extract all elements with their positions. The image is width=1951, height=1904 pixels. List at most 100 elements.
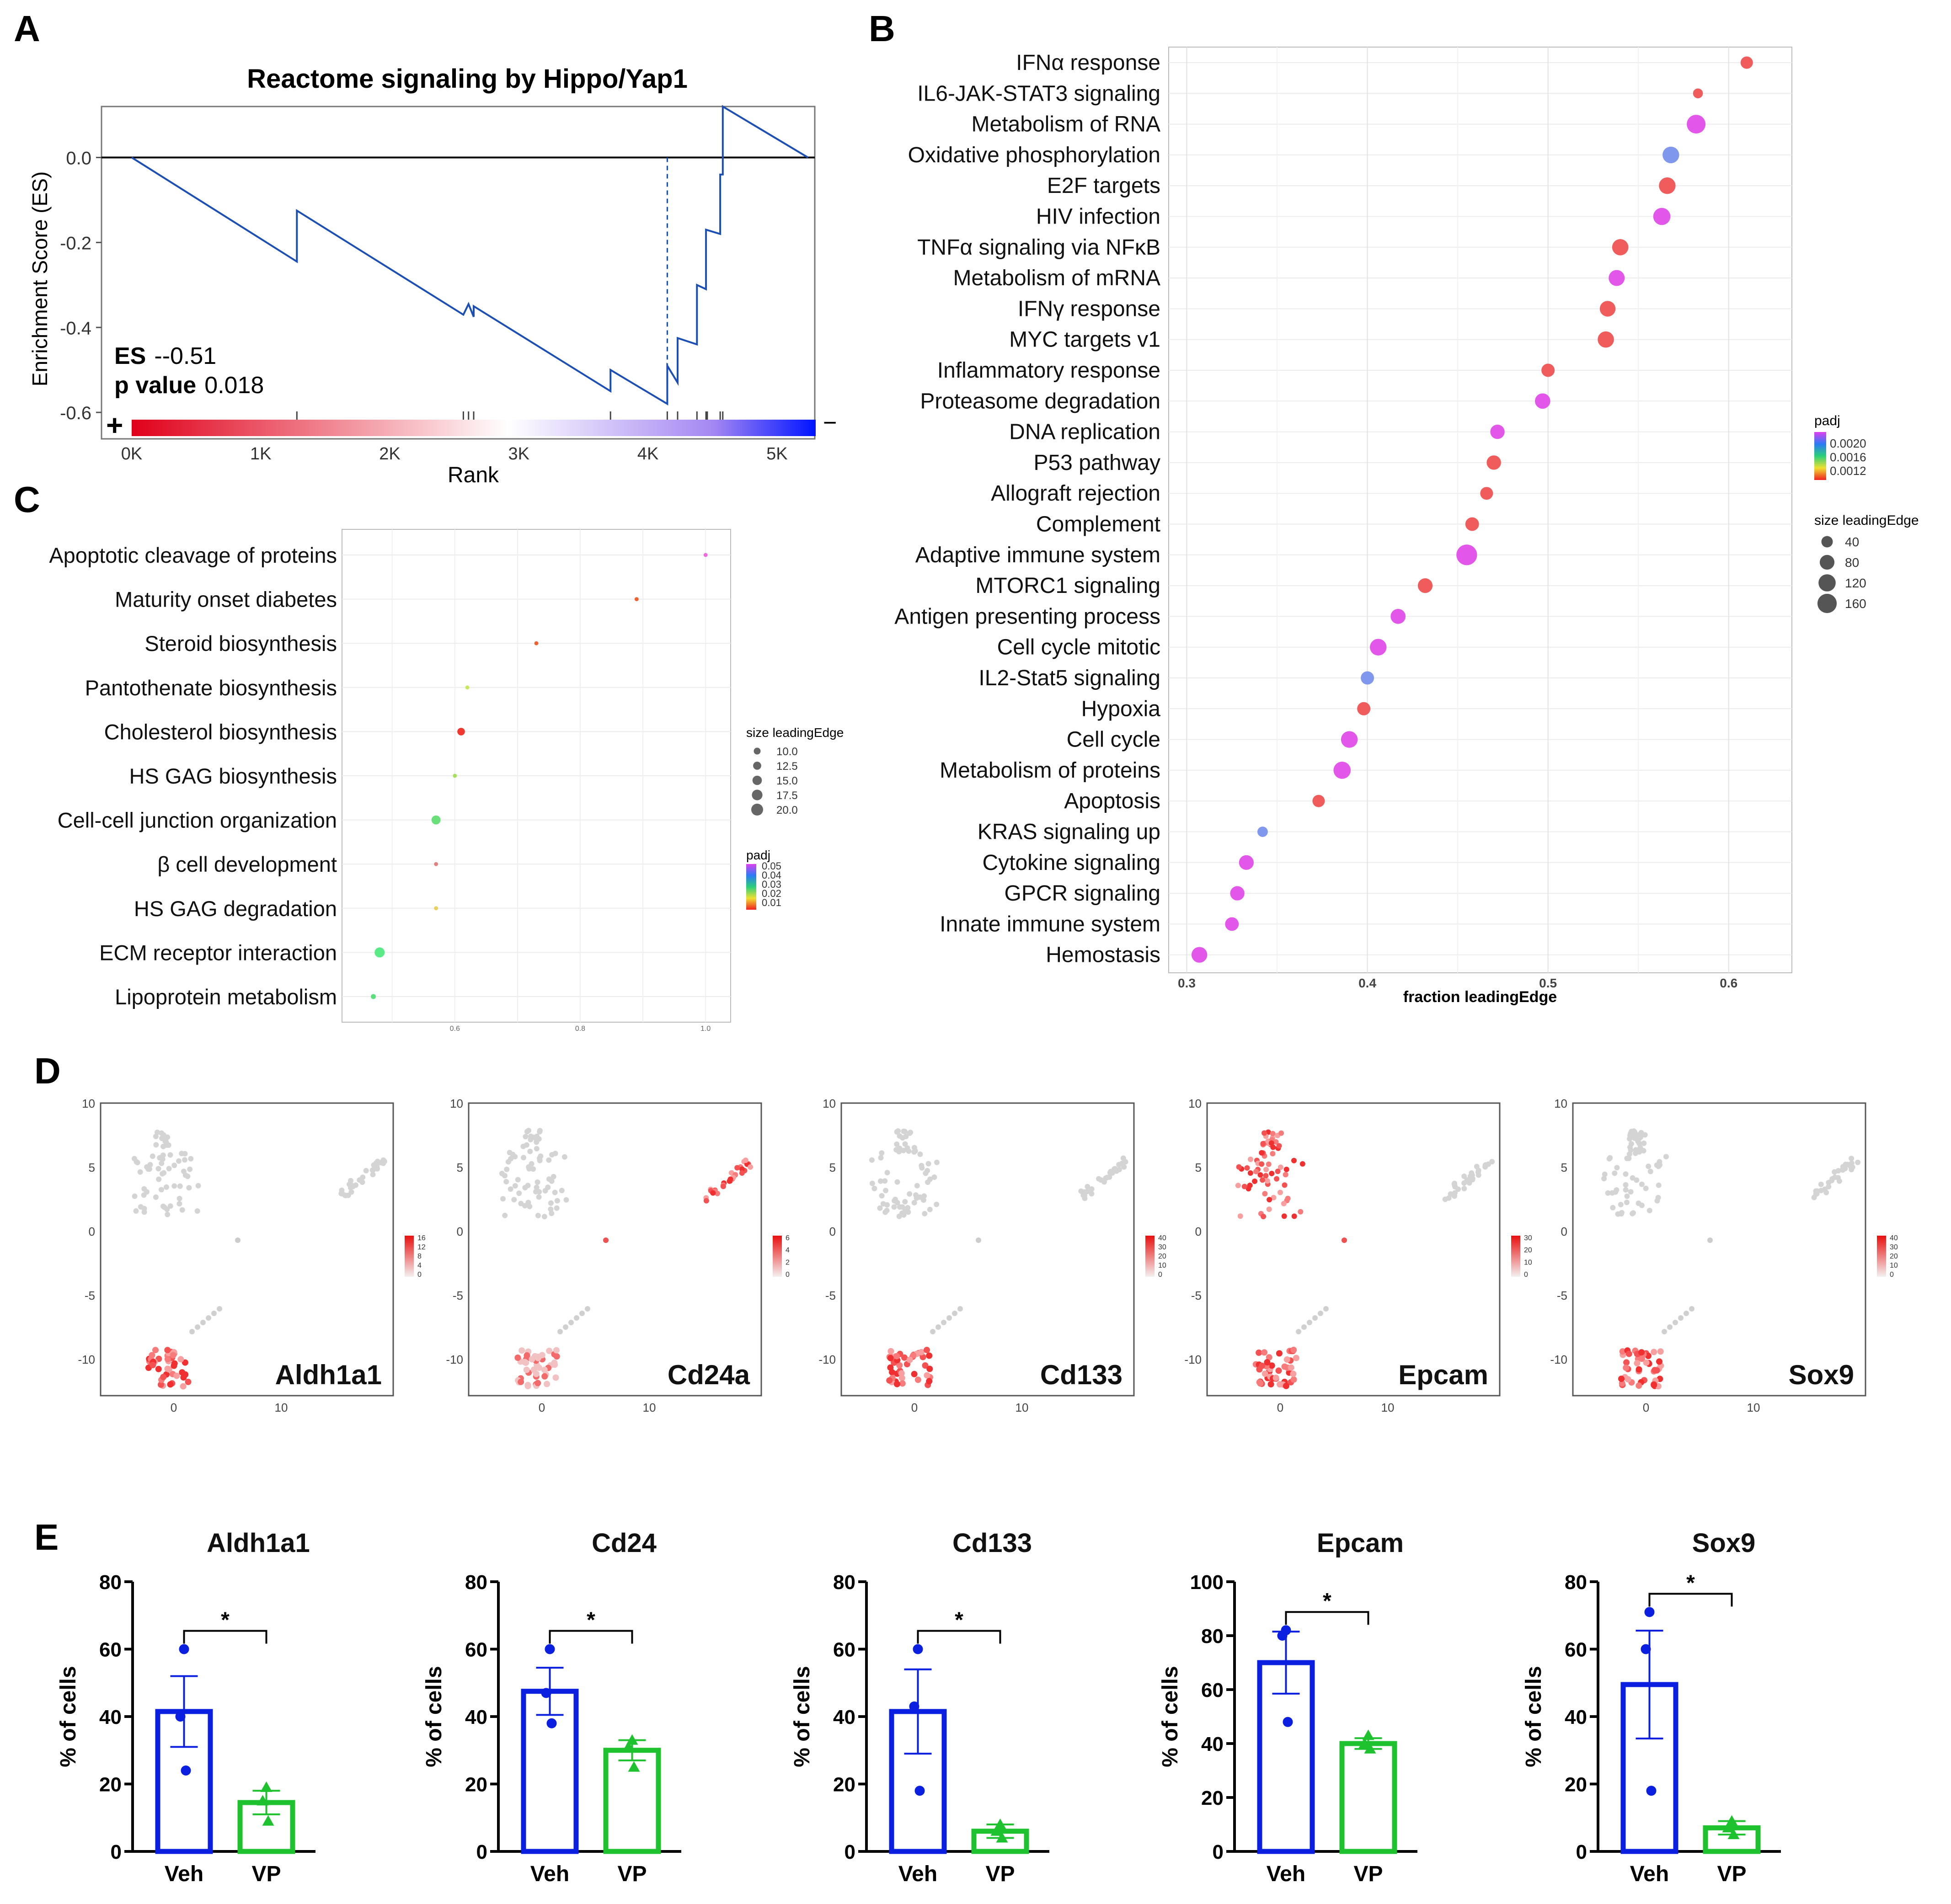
y-tick-label: 60 bbox=[99, 1639, 122, 1661]
umap-cell bbox=[1260, 1177, 1266, 1183]
bar-chart-aldh1a1: Aldh1a1 0 20 40 60 80 % of cells Veh VP * bbox=[56, 1528, 315, 1886]
umap-cell bbox=[1601, 1176, 1607, 1182]
umap-cell bbox=[524, 1383, 531, 1390]
umap-cell bbox=[934, 1201, 940, 1207]
umap-cell bbox=[894, 1200, 900, 1205]
umap-cell bbox=[523, 1134, 529, 1140]
y-tick-label: 80 bbox=[465, 1571, 487, 1594]
pathway-label: Metabolism of mRNA bbox=[953, 266, 1160, 290]
y-axis-label: % of cells bbox=[1522, 1666, 1546, 1767]
umap-cell bbox=[534, 1146, 540, 1152]
umap-cell bbox=[901, 1212, 907, 1218]
panel-label-c: C bbox=[14, 479, 40, 520]
umap-cell bbox=[535, 1213, 541, 1218]
padj-legend-label: 0.01 bbox=[762, 897, 781, 908]
umap-cell bbox=[157, 1381, 164, 1388]
umap-cell bbox=[1260, 1141, 1266, 1147]
umap-cell bbox=[1832, 1169, 1838, 1175]
umap-cell bbox=[877, 1205, 883, 1211]
y-tick-label: 60 bbox=[1201, 1679, 1224, 1701]
umap-cell bbox=[177, 1356, 184, 1363]
umap-cell bbox=[526, 1166, 532, 1172]
y-tick-label: 20 bbox=[1201, 1787, 1224, 1809]
umap-cell bbox=[877, 1178, 883, 1184]
expression-colorbar bbox=[405, 1236, 414, 1277]
x-category-label: Veh bbox=[530, 1862, 569, 1886]
umap-cell bbox=[896, 1362, 903, 1369]
gene-name-label: Cd24a bbox=[668, 1360, 750, 1390]
x-tick-label: 3K bbox=[508, 444, 529, 464]
pathway-label: Cytokine signaling bbox=[982, 851, 1160, 875]
significance-marker: * bbox=[221, 1608, 230, 1632]
umap-frame bbox=[1206, 1102, 1501, 1397]
umap-cell bbox=[1641, 1140, 1647, 1146]
umap-cell bbox=[1467, 1173, 1473, 1179]
umap-cell bbox=[522, 1185, 528, 1190]
umap-cell bbox=[1307, 1320, 1312, 1325]
x-tick-label: 1K bbox=[250, 444, 271, 464]
umap-cell bbox=[926, 1365, 933, 1372]
colorbar-label: 30 bbox=[1524, 1234, 1532, 1242]
umap-cell bbox=[1618, 1202, 1624, 1207]
umap-cell bbox=[541, 1373, 548, 1380]
pathway-label: Apoptosis bbox=[1064, 789, 1160, 813]
umap-cell bbox=[1618, 1376, 1625, 1382]
gradient-minus-sign: − bbox=[823, 410, 837, 436]
umap-cell bbox=[1096, 1176, 1102, 1182]
umap-cell bbox=[1271, 1195, 1277, 1200]
umap-cell bbox=[235, 1237, 241, 1243]
umap-x-tick-label: 10 bbox=[1381, 1401, 1395, 1414]
vp-data-point bbox=[1358, 1738, 1371, 1748]
umap-y-tick-label: -10 bbox=[446, 1353, 463, 1366]
umap-cell bbox=[156, 1176, 162, 1182]
umap-cell bbox=[1259, 1161, 1265, 1167]
umap-cell bbox=[546, 1176, 552, 1182]
pathway-dot bbox=[1486, 455, 1501, 470]
umap-cell bbox=[176, 1201, 182, 1207]
umap-cell bbox=[894, 1141, 900, 1147]
pathway-label: Pantothenate biosynthesis bbox=[85, 676, 337, 700]
umap-cell bbox=[523, 1366, 530, 1373]
vp-data-point bbox=[262, 1815, 274, 1826]
umap-cell bbox=[917, 1151, 923, 1157]
umap-cell bbox=[524, 1352, 530, 1359]
y-tick-label: 80 bbox=[1201, 1625, 1224, 1648]
y-tick-label: 20 bbox=[1565, 1774, 1587, 1796]
size-legend-label: 40 bbox=[1845, 535, 1859, 549]
umap-cell bbox=[132, 1193, 138, 1199]
y-axis-label: % of cells bbox=[790, 1666, 814, 1767]
umap-cell bbox=[186, 1185, 192, 1191]
umap-cell bbox=[541, 1214, 547, 1220]
umap-cell bbox=[363, 1168, 369, 1173]
pathway-dot bbox=[1480, 487, 1493, 500]
size-legend-label: 10.0 bbox=[776, 746, 798, 758]
umap-cell bbox=[134, 1160, 140, 1166]
umap-cell bbox=[1818, 1181, 1824, 1187]
umap-y-tick-label: -5 bbox=[85, 1289, 95, 1302]
bar-chart-title: Sox9 bbox=[1692, 1528, 1756, 1558]
colorbar-label: 16 bbox=[417, 1234, 426, 1242]
umap-cell bbox=[147, 1162, 153, 1168]
umap-x-tick-label: 0 bbox=[911, 1401, 918, 1414]
umap-cell bbox=[1707, 1237, 1713, 1243]
umap-cell bbox=[1855, 1159, 1861, 1165]
umap-cell bbox=[1610, 1205, 1616, 1211]
vp-data-point bbox=[1726, 1815, 1738, 1826]
umap-cell bbox=[901, 1354, 908, 1361]
pathway-label: HS GAG degradation bbox=[134, 896, 337, 921]
pathway-label: E2F targets bbox=[1047, 174, 1160, 198]
y-axis-label: % of cells bbox=[1158, 1666, 1182, 1767]
umap-cell bbox=[548, 1206, 554, 1212]
x-category-label: VP bbox=[985, 1862, 1015, 1886]
expression-colorbar bbox=[1877, 1236, 1886, 1277]
umap-cell bbox=[1651, 1349, 1657, 1355]
umap-cell bbox=[1112, 1167, 1118, 1173]
umap-cell bbox=[1275, 1168, 1281, 1174]
gsea-x-axis-label: Rank bbox=[448, 463, 499, 487]
expression-colorbar bbox=[773, 1236, 782, 1277]
pathway-dot bbox=[1598, 331, 1614, 348]
pathway-dot bbox=[1740, 56, 1753, 69]
pathway-dot bbox=[703, 553, 708, 557]
umap-cell bbox=[914, 1183, 920, 1189]
